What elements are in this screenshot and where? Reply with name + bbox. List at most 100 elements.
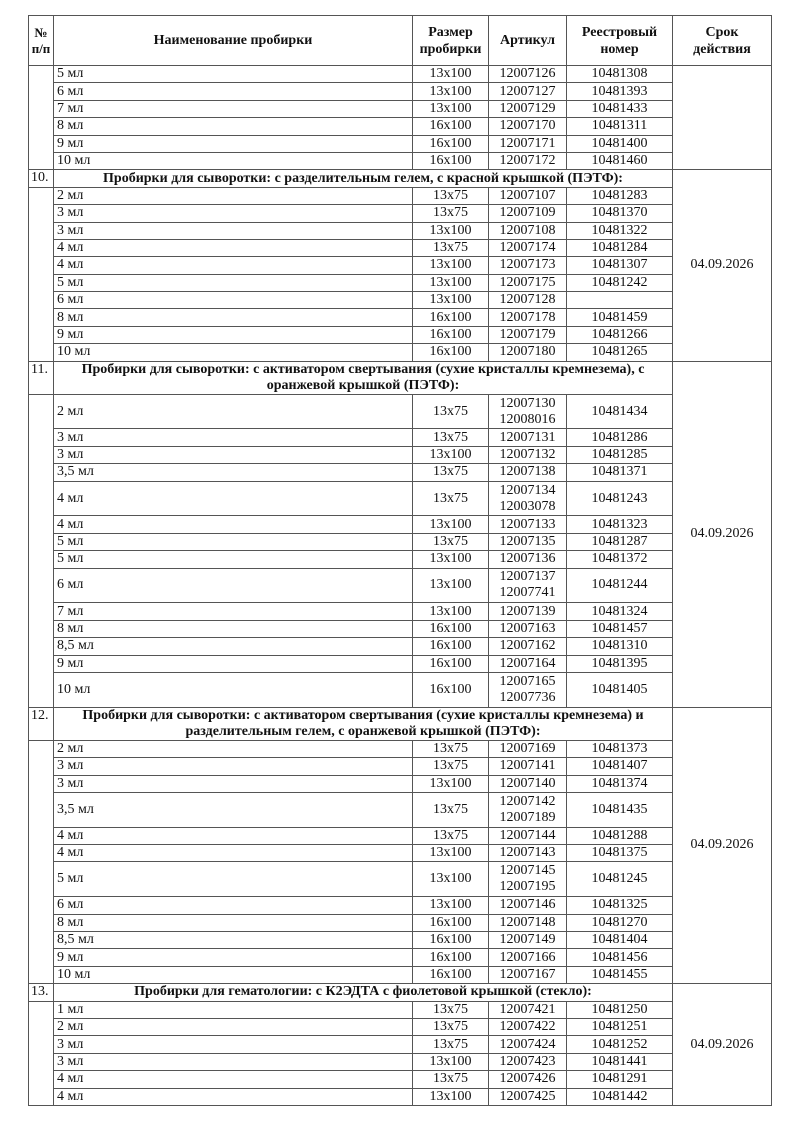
article-cell: 12007146	[488, 896, 567, 915]
tube-name: 4 мл	[53, 1070, 413, 1089]
tube-size: 16х100	[412, 325, 489, 345]
tube-size: 16х100	[412, 117, 489, 136]
tube-size: 13х100	[412, 515, 489, 534]
table-row: 5 мл 13х75 12007135 10481287	[29, 532, 772, 552]
table-row: 4 мл 13х100 12007173 10481307	[29, 256, 772, 275]
registry-number: 10481455	[566, 965, 673, 985]
article-number: 12007131	[499, 429, 556, 445]
tube-size: 16х100	[412, 965, 489, 985]
tube-name: 8 мл	[53, 619, 413, 639]
registry-number: 10481310	[566, 637, 673, 656]
tube-name: 3 мл	[53, 221, 413, 240]
registry-number: 10481285	[566, 445, 673, 465]
table-row: 1 мл 13х75 12007421 10481250	[28, 1000, 772, 1106]
table-row: 9 мл 16х100 12007166 10481456	[29, 948, 772, 967]
table-row: 5 мл 13х100 12007145 12007195 10481245	[29, 861, 772, 898]
tube-size: 13х100	[412, 291, 489, 310]
table-row: 6 мл 13х100 12007127 10481393	[29, 82, 772, 101]
tube-name: 3,5 мл	[53, 791, 413, 828]
tube-size: 13х75	[412, 393, 489, 430]
expiry-date: 04.09.2026	[672, 169, 772, 362]
section-title-row: 11. Пробирки для сыворотки: с активатором…	[28, 360, 772, 708]
article-cell: 12007167	[488, 965, 567, 985]
registry-number: 10481433	[566, 99, 673, 119]
article-cell: 12007423	[488, 1052, 567, 1072]
table-row: 7 мл 13х100 12007129 10481433	[29, 99, 772, 119]
article-cell: 12007137 12007741	[488, 567, 567, 604]
tube-size: 16х100	[412, 619, 489, 639]
article-number: 12007741	[499, 585, 556, 601]
registry-number: 10481441	[566, 1052, 673, 1072]
tube-name: 10 мл	[53, 671, 413, 708]
tube-name: 9 мл	[53, 948, 413, 967]
expiry-date: 04.09.2026	[672, 706, 772, 985]
article-number: 12007425	[499, 1088, 556, 1104]
article-cell: 12007144	[488, 826, 567, 846]
tube-size: 13х100	[412, 844, 489, 863]
article-cell: 12007133	[488, 515, 567, 534]
tube-size: 13х75	[412, 204, 489, 223]
section-number: 10.	[28, 169, 54, 188]
tube-size: 16х100	[412, 134, 489, 153]
table-row: 10 мл 16х100 12007172 10481460	[29, 151, 772, 171]
tube-name: 4 мл	[53, 515, 413, 534]
article-number: 12007421	[499, 1001, 556, 1017]
tube-name: 2 мл	[53, 393, 413, 430]
article-number: 12007139	[499, 603, 556, 619]
article-cell: 12007425	[488, 1087, 567, 1106]
registry-number: 10481250	[566, 1000, 673, 1020]
article-cell: 12007170	[488, 117, 567, 136]
tube-name: 8 мл	[53, 913, 413, 933]
registry-number: 10481307	[566, 256, 673, 275]
article-cell: 12007180	[488, 343, 567, 362]
article-cell: 12007142 12007189	[488, 791, 567, 828]
tube-size: 13х75	[412, 826, 489, 846]
table-row: 6 мл 13х100 12007128	[29, 291, 772, 310]
table-row: 5 мл 13х100 12007126 10481308	[28, 64, 772, 171]
section-number: 13.	[28, 983, 54, 1002]
registry-number: 10481308	[566, 64, 673, 84]
article-number: 12007127	[499, 83, 556, 99]
tube-size: 13х75	[412, 1070, 489, 1089]
tube-size: 13х75	[412, 791, 489, 828]
tube-name: 6 мл	[53, 567, 413, 604]
tube-size: 16х100	[412, 913, 489, 933]
tube-name: 8,5 мл	[53, 931, 413, 950]
registry-number: 10481283	[566, 186, 673, 206]
article-number: 12007170	[499, 118, 556, 134]
table-row: 5 мл 13х100 12007175 10481242	[29, 273, 772, 293]
article-number: 12007107	[499, 187, 556, 203]
article-number: 12007145	[499, 863, 556, 879]
article-cell: 12007138	[488, 463, 567, 482]
article-cell: 12007135	[488, 532, 567, 552]
number-cell-empty	[28, 739, 54, 985]
article-cell: 12007165 12007736	[488, 671, 567, 708]
tube-size: 13х75	[412, 739, 489, 759]
article-number: 12007174	[499, 240, 556, 256]
tube-name: 8,5 мл	[53, 637, 413, 656]
article-number: 12007171	[499, 135, 556, 151]
tube-name: 9 мл	[53, 654, 413, 673]
tube-name: 4 мл	[53, 480, 413, 517]
article-number: 12007179	[499, 327, 556, 343]
table-row: 4 мл 13х100 12007133 10481323	[29, 515, 772, 534]
registry-number: 10481457	[566, 619, 673, 639]
registry-number: 10481373	[566, 739, 673, 759]
tube-size: 13х100	[412, 273, 489, 293]
table-row: 4 мл 13х75 12007144 10481288	[29, 826, 772, 846]
table-row: 4 мл 13х75 12007174 10481284	[29, 238, 772, 258]
tube-size: 16х100	[412, 948, 489, 967]
tube-name: 7 мл	[53, 602, 413, 621]
article-cell: 12007174	[488, 238, 567, 258]
article-number: 12007423	[499, 1053, 556, 1069]
registry-number: 10481286	[566, 428, 673, 447]
article-cell: 12007140	[488, 774, 567, 793]
article-cell: 12007171	[488, 134, 567, 153]
table-row: 3,5 мл 13х75 12007142 12007189 10481435	[29, 791, 772, 828]
article-number: 12007135	[499, 533, 556, 549]
section-title-row: 12. Пробирки для сыворотки: с активатором…	[28, 706, 772, 985]
tube-size: 16х100	[412, 654, 489, 673]
registry-number: 10481459	[566, 308, 673, 327]
article-cell: 12007107	[488, 186, 567, 206]
header-name: Наименование пробирки	[53, 15, 413, 66]
